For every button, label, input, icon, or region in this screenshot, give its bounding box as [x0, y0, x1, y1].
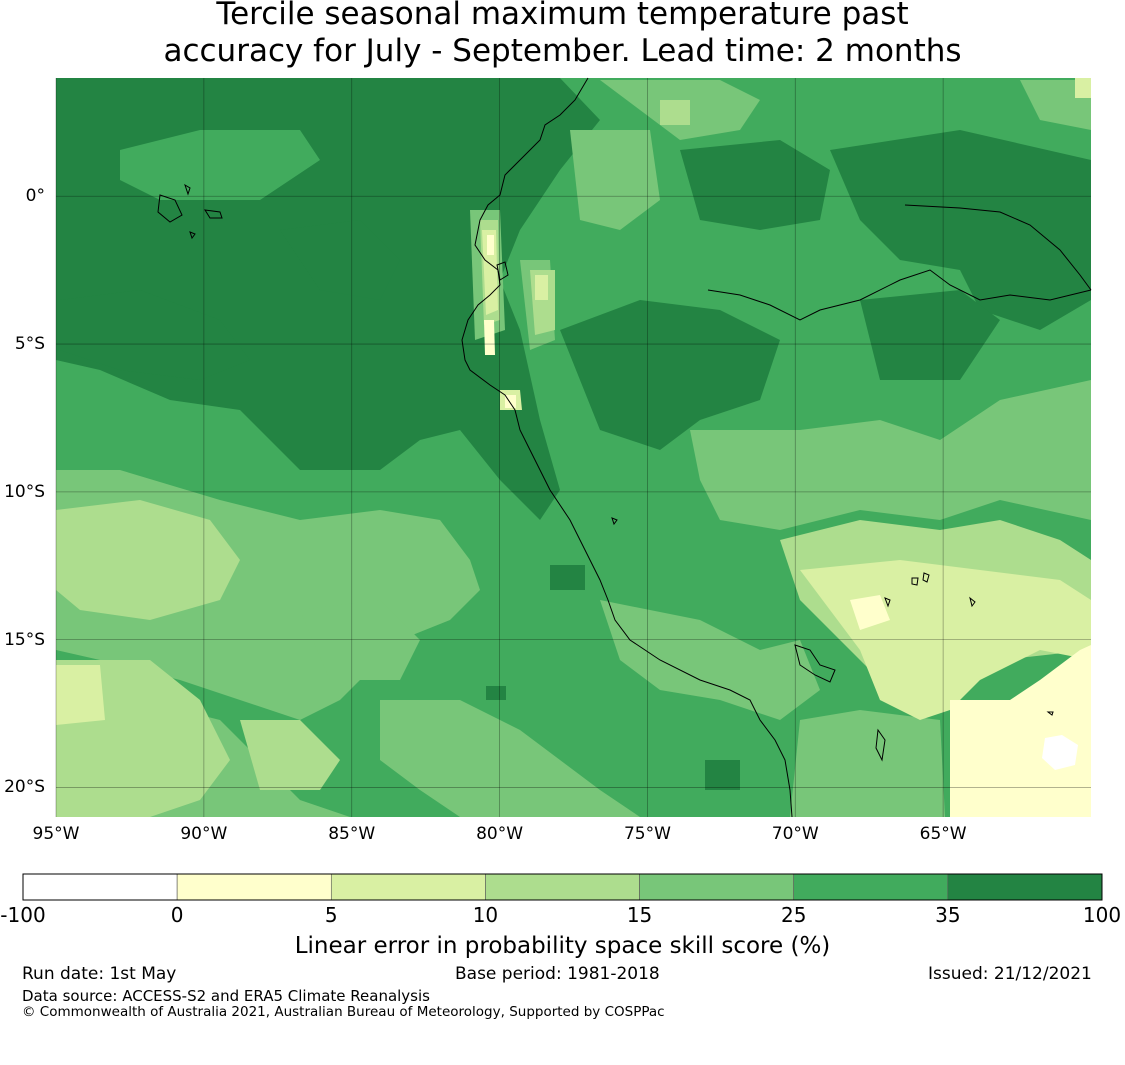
- colorbar-tick-label: -100: [0, 903, 46, 927]
- run-date: Run date: 1st May: [22, 964, 177, 984]
- data-source: Data source: ACCESS-S2 and ERA5 Climate …: [22, 987, 430, 1005]
- colorbar-tick-label: 35: [935, 903, 961, 927]
- colorbar-tick-label: 10: [472, 903, 499, 927]
- puna-island: [496, 261, 509, 281]
- longitude-label: 80°W: [476, 824, 524, 844]
- longitude-label: 95°W: [32, 824, 80, 844]
- maranon-river: [707, 269, 1092, 321]
- lake-titicaca: [794, 644, 836, 683]
- map-title: Tercile seasonal maximum temperature pas…: [0, 0, 1125, 70]
- skill-region-35-100: [56, 78, 1091, 790]
- galapagos-islands: [157, 183, 223, 240]
- skill-region-0-5: [484, 235, 1091, 817]
- longitude-label: 85°W: [328, 824, 376, 844]
- small-lakes: [611, 517, 1054, 716]
- graticule: [55, 78, 1091, 817]
- colorbar-tick-label: 100: [1082, 903, 1122, 927]
- latitude-label: 10°S: [4, 481, 45, 502]
- colorbar-tick-label: 15: [626, 903, 653, 927]
- longitude-label: 70°W: [771, 824, 819, 844]
- colorbar-swatch: [485, 873, 640, 901]
- base-period: Base period: 1981-2018: [455, 964, 660, 984]
- south-america-coastline: [461, 77, 793, 818]
- latitude-label: 0°: [25, 186, 45, 207]
- title-line-1: Tercile seasonal maximum temperature pas…: [216, 0, 909, 32]
- colorbar-tick-label: 5: [324, 903, 338, 927]
- colorbar-outline: [22, 873, 1103, 901]
- lake-poopo: [875, 728, 886, 762]
- latitude-label: 5°S: [14, 334, 45, 355]
- title-line-2: accuracy for July - September. Lead time…: [163, 33, 962, 69]
- amazon-river: [904, 204, 1092, 291]
- colorbar-title: Linear error in probability space skill …: [294, 933, 831, 959]
- colorbar-tick-label: 25: [780, 903, 807, 927]
- longitude-label: 65°W: [919, 824, 967, 844]
- skill-region-negative: [1042, 735, 1078, 770]
- colorbar-swatch: [793, 873, 949, 901]
- map-panel: [55, 77, 1092, 818]
- latitude-label: 20°S: [4, 777, 45, 798]
- copyright-notice: © Commonwealth of Australia 2021, Austra…: [22, 1004, 665, 1020]
- colorbar-swatch: [22, 873, 178, 901]
- colorbar-tick-label: 0: [170, 903, 184, 927]
- colorbar-swatch: [947, 873, 1103, 901]
- issued-date: Issued: 21/12/2021: [928, 964, 1092, 984]
- coastline: [157, 77, 1092, 818]
- colorbar: [22, 873, 1103, 901]
- colorbar-swatch: [639, 873, 795, 901]
- colorbar-swatch: [176, 873, 332, 901]
- longitude-label: 90°W: [180, 824, 228, 844]
- longitude-label: 75°W: [623, 824, 671, 844]
- colorbar-swatch: [330, 873, 486, 901]
- latitude-label: 15°S: [4, 629, 45, 650]
